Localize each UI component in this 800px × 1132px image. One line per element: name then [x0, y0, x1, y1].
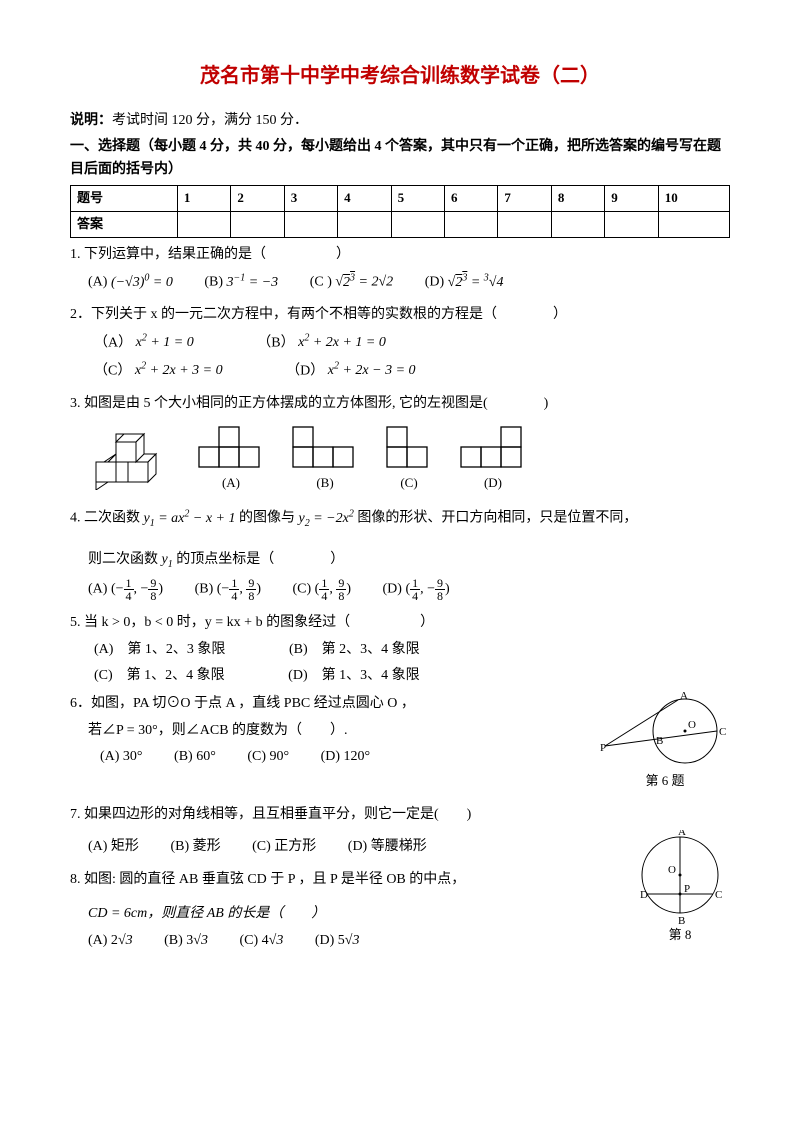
svg-text:A: A	[678, 830, 686, 838]
q7-opt-d: (D) 等腰梯形	[348, 836, 427, 858]
q3-figures: (A) (B) (C) (D)	[90, 425, 730, 494]
th-8: 8	[551, 186, 604, 212]
q7-opt-c: (C) 正方形	[252, 836, 316, 858]
th-2: 2	[231, 186, 284, 212]
td-blank	[551, 211, 604, 237]
q6-opt-b: (B) 60°	[174, 746, 216, 768]
page-title: 茂名市第十中学中考综合训练数学试卷（二）	[70, 60, 730, 92]
svg-text:P: P	[600, 742, 606, 754]
q3-opt-b: (B)	[292, 425, 358, 494]
td-blank	[498, 211, 551, 237]
td-blank	[338, 211, 391, 237]
q6-opt-c: (C) 90°	[247, 746, 289, 768]
section-1-heading: 一、选择题（每小题 4 分，共 40 分，每小题给出 4 个答案，其中只有一个正…	[70, 136, 730, 181]
svg-text:C: C	[719, 726, 726, 738]
q5-options-2: (C) 第 1、2、4 象限 (D) 第 1、3、4 象限	[94, 665, 730, 687]
question-5: 5. 当 k > 0，b < 0 时，y = kx + b 的图象经过（ ）	[70, 612, 730, 634]
th-7: 7	[498, 186, 551, 212]
question-3: 3. 如图是由 5 个大小相同的正方体摆成的立方体图形, 它的左视图是( )	[70, 393, 730, 415]
q3-opt-a: (A)	[198, 425, 264, 494]
svg-text:P: P	[684, 883, 690, 895]
view-b-icon	[292, 425, 358, 469]
q8-opt-d: (D) 5√3	[315, 930, 360, 952]
circle-tangent-icon: O P B C A	[600, 691, 730, 771]
view-d-icon	[460, 425, 526, 469]
svg-text:O: O	[668, 864, 676, 876]
q6-opt-d: (D) 120°	[321, 746, 371, 768]
q6-opt-a: (A) 30°	[100, 746, 143, 768]
td-blank	[284, 211, 337, 237]
q2-opt-a: （A） x2 + 1 = 0	[94, 331, 194, 355]
q4-opt-d: (D) (14, −98)	[383, 577, 450, 602]
td-blank	[231, 211, 284, 237]
q5-opt-a: (A) 第 1、2、3 象限	[94, 639, 225, 661]
q2-opt-c: （C） x2 + 2x + 3 = 0	[94, 359, 223, 383]
th-9: 9	[605, 186, 658, 212]
instructions: 说明：考试时间 120 分，满分 150 分．	[70, 110, 730, 132]
svg-text:A: A	[680, 691, 688, 702]
q3-opt-d: (D)	[460, 425, 526, 494]
q8-opt-a: (A) 2√3	[88, 930, 133, 952]
q1-opt-d: (D) √23 = 3√4	[425, 270, 504, 294]
q8-caption: 第 8	[630, 925, 730, 946]
svg-text:B: B	[656, 735, 663, 747]
q5-opt-c: (C) 第 1、2、4 象限	[94, 665, 225, 687]
q1-opt-a: (A) (−√3)0 = 0	[88, 270, 173, 294]
td-blank	[445, 211, 498, 237]
q4-opt-c: (C) (14, 98)	[292, 577, 351, 602]
th-4: 4	[338, 186, 391, 212]
q5-options-1: (A) 第 1、2、3 象限 (B) 第 2、3、4 象限	[94, 639, 730, 661]
table-row: 题号 1 2 3 4 5 6 7 8 9 10	[71, 186, 730, 212]
q8-figure: A B D C O P 第 8	[630, 830, 730, 946]
circle-chord-icon: A B D C O P	[630, 830, 730, 925]
q8-opt-b: (B) 3√3	[164, 930, 208, 952]
th-10: 10	[658, 186, 729, 212]
th-5: 5	[391, 186, 444, 212]
q5-opt-b: (B) 第 2、3、4 象限	[289, 639, 420, 661]
question-4: 4. 二次函数 y1 = ax2 − x + 1 的图像与 y2 = −2x2 …	[70, 506, 730, 531]
td-blank	[605, 211, 658, 237]
td-blank	[391, 211, 444, 237]
svg-text:B: B	[678, 915, 685, 925]
q4-opt-a: (A) (−14, −98)	[88, 577, 163, 602]
q2-options-2: （C） x2 + 2x + 3 = 0 （D） x2 + 2x − 3 = 0	[94, 359, 730, 383]
svg-text:O: O	[688, 719, 696, 731]
q7-opt-a: (A) 矩形	[88, 836, 139, 858]
th-num: 题号	[71, 186, 178, 212]
q6-caption: 第 6 题	[600, 771, 730, 792]
th-6: 6	[445, 186, 498, 212]
svg-text:C: C	[715, 889, 722, 901]
th-1: 1	[177, 186, 230, 212]
table-row: 答案	[71, 211, 730, 237]
q1-opt-b: (B) 3−1 = −3	[204, 270, 278, 294]
instr-label: 说明：	[70, 113, 112, 128]
q1-options: (A) (−√3)0 = 0 (B) 3−1 = −3 (C ) √23 = 2…	[88, 270, 730, 294]
instr-text: 考试时间 120 分，满分 150 分．	[112, 113, 308, 128]
td-ans: 答案	[71, 211, 178, 237]
view-c-icon	[386, 425, 432, 469]
question-2: 2．下列关于 x 的一元二次方程中，有两个不相等的实数根的方程是（ ）	[70, 304, 730, 326]
q6-figure: O P B C A 第 6 题	[600, 691, 730, 792]
q4-options: (A) (−14, −98) (B) (−14, 98) (C) (14, 98…	[88, 577, 730, 602]
q1-opt-c: (C ) √23 = 2√2	[310, 270, 394, 294]
q2-opt-b: （B） x2 + 2x + 1 = 0	[257, 331, 386, 355]
question-1: 1. 下列运算中，结果正确的是（ ）	[70, 244, 730, 266]
q3-opt-c: (C)	[386, 425, 432, 494]
q7-opt-b: (B) 菱形	[170, 836, 220, 858]
question-4b: 则二次函数 y1 的顶点坐标是（ ）	[88, 549, 730, 573]
td-blank	[177, 211, 230, 237]
td-blank	[658, 211, 729, 237]
question-7: 7. 如果四边形的对角线相等，且互相垂直平分，则它一定是( )	[70, 804, 730, 826]
q2-opt-d: （D） x2 + 2x − 3 = 0	[286, 359, 415, 383]
cubes-icon	[90, 432, 170, 490]
answer-table: 题号 1 2 3 4 5 6 7 8 9 10 答案	[70, 185, 730, 238]
q4-opt-b: (B) (−14, 98)	[195, 577, 261, 602]
svg-text:D: D	[640, 889, 648, 901]
q2-options-1: （A） x2 + 1 = 0 （B） x2 + 2x + 1 = 0	[94, 331, 730, 355]
q5-opt-d: (D) 第 1、3、4 象限	[288, 665, 419, 687]
view-a-icon	[198, 425, 264, 469]
q3-3d-figure	[90, 432, 170, 494]
th-3: 3	[284, 186, 337, 212]
q8-opt-c: (C) 4√3	[239, 930, 283, 952]
